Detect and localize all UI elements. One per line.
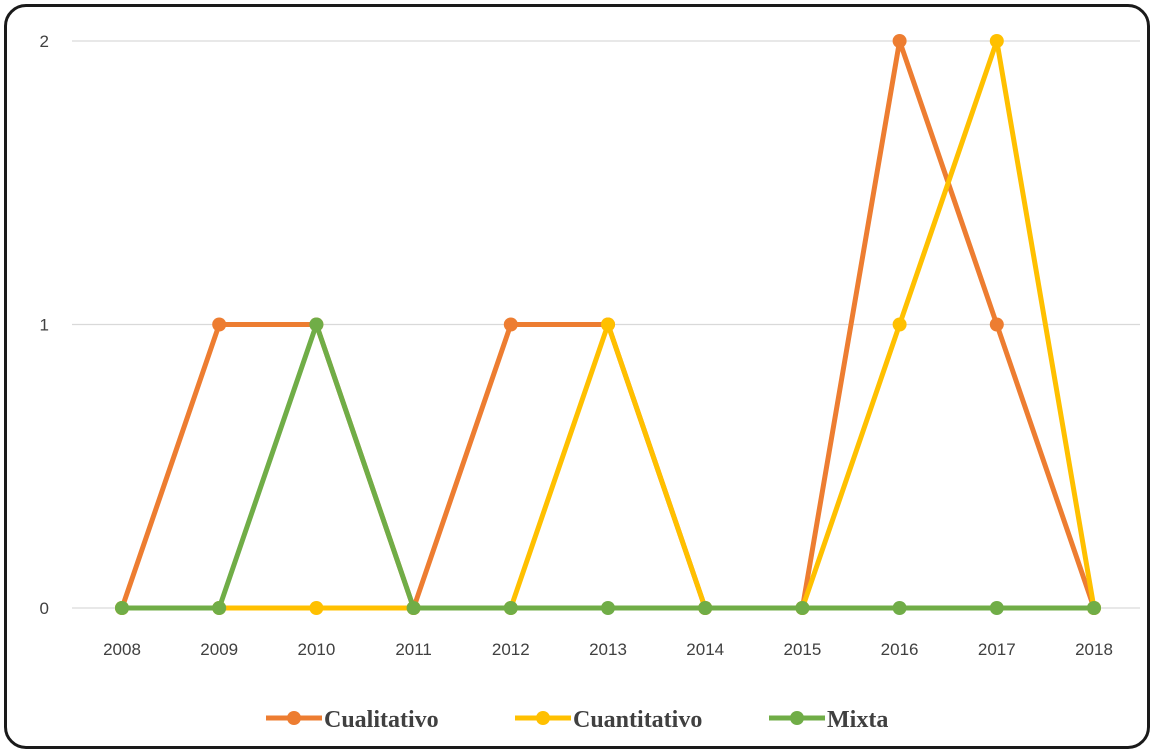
- legend-item-cualitativo: Cualitativo: [266, 707, 439, 733]
- data-point: [115, 601, 129, 615]
- series-line-mixta: [119, 322, 1097, 611]
- data-point: [212, 317, 227, 332]
- data-point: [601, 601, 615, 615]
- data-point: [212, 601, 227, 615]
- legend-swatch-marker: [790, 711, 804, 725]
- legend-item-cuantitativo: Cuantitativo: [515, 707, 702, 733]
- data-point: [406, 601, 421, 615]
- y-tick-label: 0: [40, 599, 49, 618]
- data-point: [309, 317, 324, 332]
- y-tick-label: 2: [40, 32, 49, 51]
- legend-item-mixta: Mixta: [769, 707, 888, 733]
- x-tick-label: 2014: [686, 640, 724, 659]
- data-point: [892, 34, 907, 48]
- x-tick-label: 2015: [783, 640, 821, 659]
- x-tick-label: 2008: [103, 640, 141, 659]
- data-point: [892, 317, 907, 332]
- legend-swatch-marker: [287, 711, 301, 725]
- data-point: [989, 34, 1004, 48]
- data-point: [892, 601, 907, 615]
- legend-swatch-marker: [536, 711, 550, 725]
- data-point: [698, 601, 713, 615]
- x-tick-label: 2013: [589, 640, 627, 659]
- data-point: [309, 601, 324, 615]
- series-mixta: [115, 317, 1101, 615]
- x-tick-label: 2010: [297, 640, 335, 659]
- data-point: [1087, 601, 1101, 615]
- x-tick-label: 2011: [395, 640, 432, 659]
- data-point: [601, 317, 615, 332]
- data-point: [503, 601, 518, 615]
- x-tick-label: 2009: [200, 640, 238, 659]
- x-tick-label: 2016: [881, 640, 919, 659]
- y-tick-label: 1: [40, 316, 49, 335]
- y-axis-ticks: 0 1 2: [40, 32, 49, 618]
- x-tick-label: 2012: [492, 640, 530, 659]
- x-tick-label: 2018: [1075, 640, 1113, 659]
- data-point: [989, 317, 1004, 332]
- legend-label: Cualitativo: [324, 707, 439, 733]
- x-tick-label: 2017: [978, 640, 1016, 659]
- x-axis-ticks: 2008 2009 2010 2011 2012 2013 2014 2015 2016 2017…: [103, 640, 1113, 659]
- data-point: [795, 601, 810, 615]
- legend-label: Cuantitativo: [573, 707, 702, 733]
- legend-label: Mixta: [827, 707, 888, 733]
- chart-frame: [4, 4, 1150, 749]
- legend: Cualitativo Cuantitativo Mixta: [266, 707, 888, 733]
- data-point: [989, 601, 1004, 615]
- data-point: [503, 317, 518, 332]
- series-lines: [115, 34, 1101, 615]
